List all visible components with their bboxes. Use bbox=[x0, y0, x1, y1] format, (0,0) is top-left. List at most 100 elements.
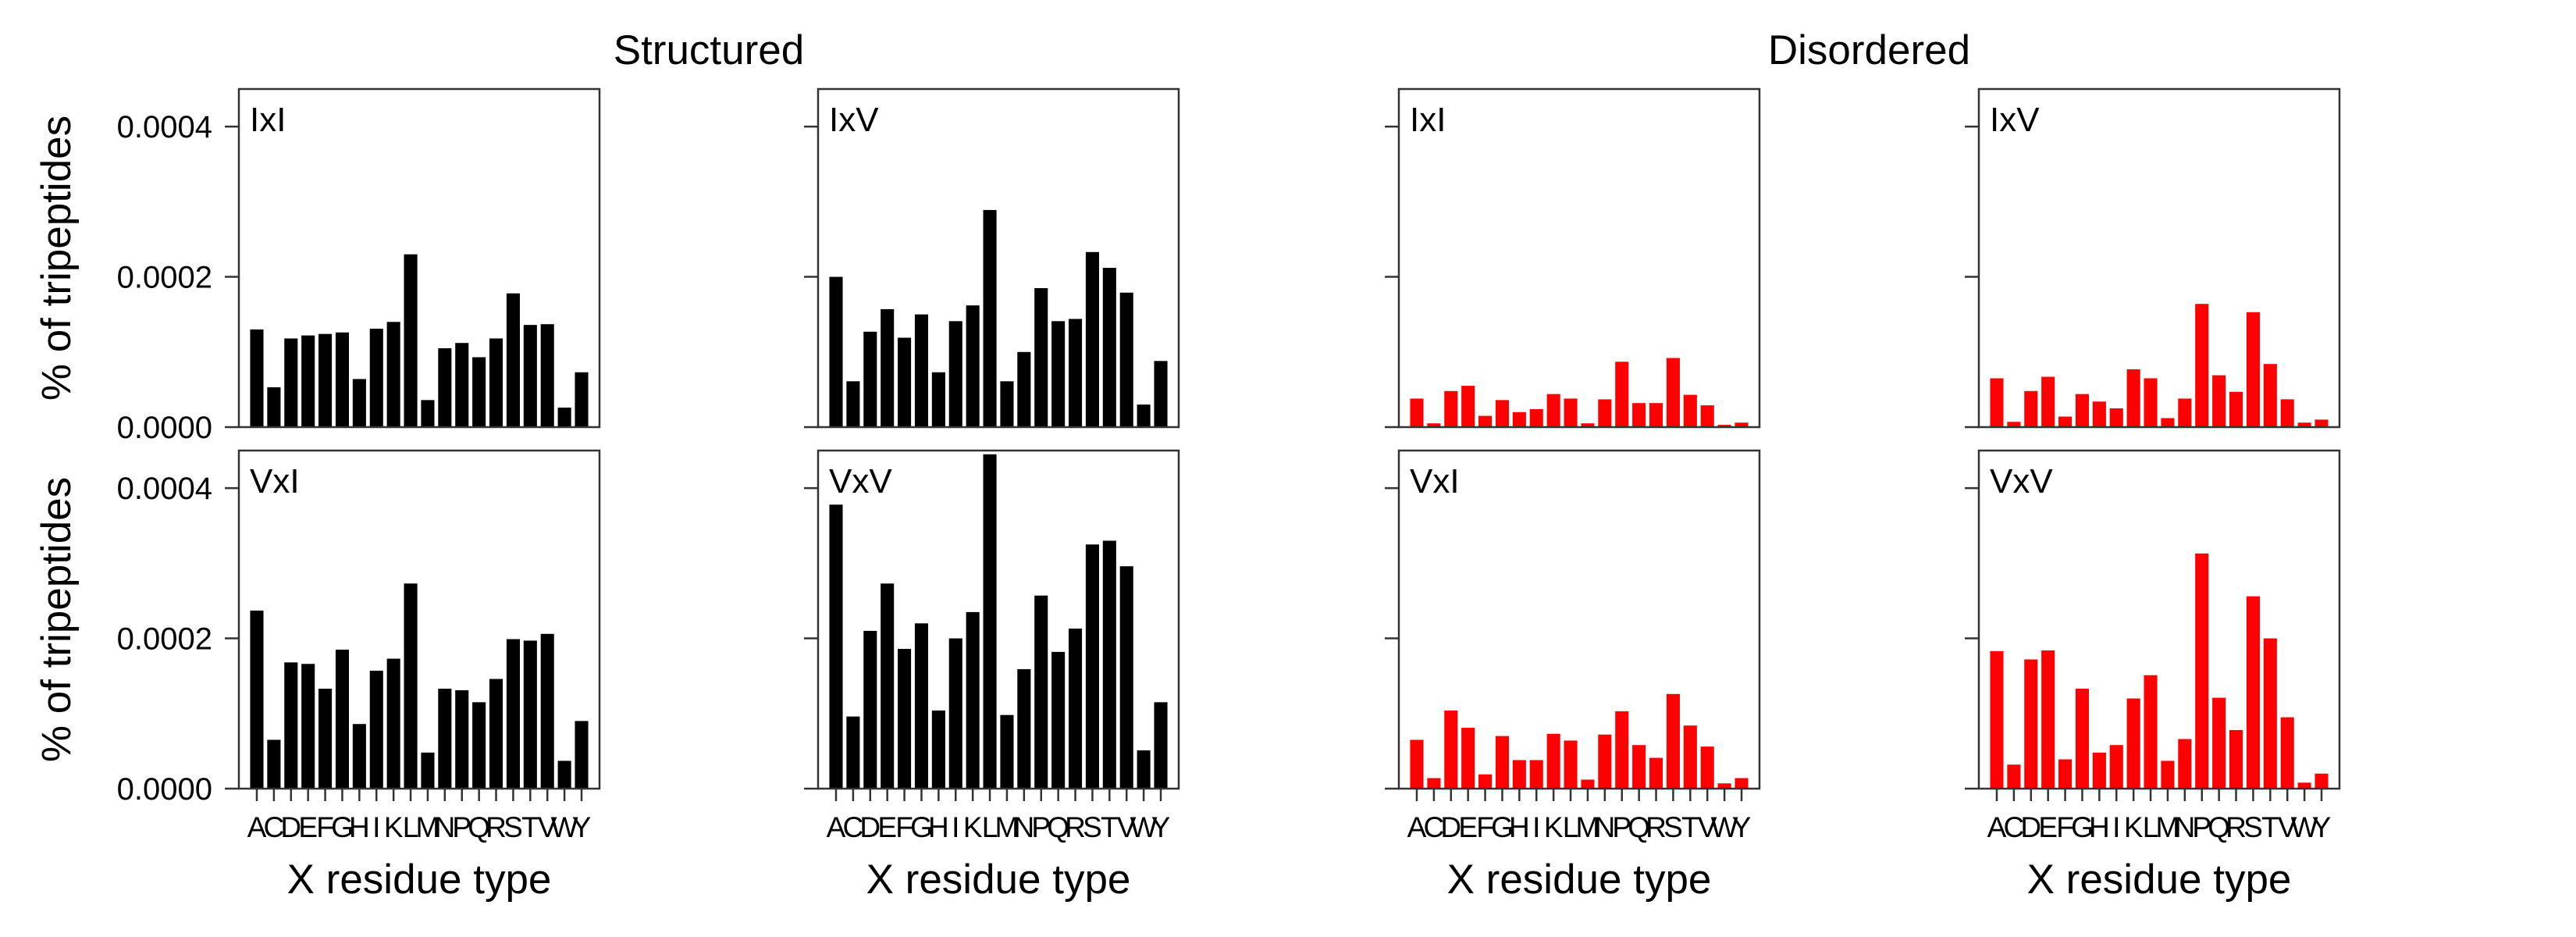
bar-C bbox=[267, 739, 281, 789]
bar-I bbox=[948, 321, 962, 427]
x-tick-label-M: M bbox=[2156, 811, 2180, 843]
x-tick-label-P: P bbox=[452, 811, 471, 843]
x-tick-label-M: M bbox=[995, 811, 1019, 843]
bar-C bbox=[267, 387, 281, 427]
bar-Q bbox=[2212, 697, 2226, 789]
bar-M bbox=[1000, 381, 1014, 427]
x-tick-label-R: R bbox=[1646, 811, 1667, 843]
panel-label: VxV bbox=[829, 462, 892, 501]
bar-H bbox=[2092, 401, 2106, 427]
x-tick-label-G: G bbox=[331, 811, 354, 843]
bar-K bbox=[1546, 394, 1560, 427]
bar-Q bbox=[472, 357, 486, 427]
bar-K bbox=[966, 611, 980, 789]
x-axis-title: X residue type bbox=[866, 857, 1131, 903]
bar-T bbox=[2263, 364, 2277, 427]
bar-V bbox=[540, 324, 554, 427]
bar-E bbox=[301, 664, 315, 789]
bar-Q bbox=[1632, 745, 1646, 789]
panel-disordered-ixi-r0: IxI bbox=[1385, 87, 1761, 429]
x-tick-label-F: F bbox=[2056, 811, 2074, 843]
bar-W bbox=[1717, 425, 1731, 427]
x-tick-label-V: V bbox=[1117, 811, 1137, 843]
x-tick-label-R: R bbox=[1065, 811, 1086, 843]
x-tick-label-Q: Q bbox=[2208, 811, 2230, 843]
x-tick-label-S: S bbox=[2243, 811, 2263, 843]
x-tick-label-S: S bbox=[1663, 811, 1683, 843]
bar-P bbox=[1034, 595, 1048, 789]
bar-D bbox=[2024, 390, 2038, 427]
x-tick-label-L: L bbox=[1563, 811, 1579, 843]
bar-Y bbox=[575, 721, 589, 789]
x-tick-label-L: L bbox=[403, 811, 419, 843]
bar-L bbox=[983, 454, 997, 789]
bar-L bbox=[2144, 675, 2158, 789]
panel-label: IxI bbox=[1410, 101, 1446, 139]
bar-N bbox=[2178, 398, 2192, 427]
bar-K bbox=[2126, 369, 2140, 427]
x-tick-label-N: N bbox=[2174, 811, 2195, 843]
bar-A bbox=[1410, 398, 1424, 427]
bar-N bbox=[1598, 399, 1612, 427]
bar-H bbox=[352, 379, 366, 427]
panel-frame bbox=[817, 449, 1180, 790]
bar-H bbox=[352, 724, 366, 789]
bar-H bbox=[931, 710, 945, 789]
bar-N bbox=[1017, 669, 1031, 789]
x-tick-label-G: G bbox=[910, 811, 933, 843]
bar-L bbox=[404, 254, 418, 427]
x-tick-label-Q: Q bbox=[468, 811, 490, 843]
bar-V bbox=[1119, 292, 1133, 427]
bar-H bbox=[931, 372, 945, 427]
bar-Y bbox=[575, 372, 589, 427]
bar-G bbox=[914, 314, 929, 427]
bar-K bbox=[386, 322, 400, 427]
x-tick-label-R: R bbox=[2226, 811, 2247, 843]
bar-A bbox=[1410, 739, 1424, 789]
bar-T bbox=[1102, 268, 1116, 427]
x-tick-label-R: R bbox=[486, 811, 507, 843]
x-tick-label-H: H bbox=[1509, 811, 1530, 843]
bar-P bbox=[2195, 304, 2209, 427]
bar-A bbox=[1990, 650, 2004, 789]
x-tick-label-C: C bbox=[843, 811, 864, 843]
bar-I bbox=[1529, 760, 1543, 789]
bar-I bbox=[948, 638, 962, 789]
bar-P bbox=[1034, 287, 1048, 427]
x-tick-label-H: H bbox=[928, 811, 949, 843]
x-tick-label-E: E bbox=[877, 811, 897, 843]
x-tick-label-P: P bbox=[2192, 811, 2211, 843]
bar-F bbox=[318, 689, 333, 789]
bar-T bbox=[2263, 638, 2277, 789]
x-tick-label-V: V bbox=[538, 811, 557, 843]
panel-frame bbox=[817, 87, 1180, 429]
bar-W bbox=[1717, 783, 1731, 789]
structured-header: Structured bbox=[614, 27, 805, 73]
bar-L bbox=[1564, 740, 1578, 789]
x-tick-label-I: I bbox=[2112, 811, 2120, 843]
bar-Y bbox=[1735, 778, 1749, 789]
x-tick-label-K: K bbox=[1544, 811, 1564, 843]
bar-E bbox=[1461, 728, 1475, 789]
y-tick-label: 0.0000 bbox=[117, 772, 212, 807]
bar-E bbox=[881, 583, 895, 789]
bar-C bbox=[846, 716, 860, 789]
x-tick-label-Y: Y bbox=[1732, 811, 1752, 843]
bar-G bbox=[335, 332, 350, 427]
x-tick-label-G: G bbox=[2071, 811, 2094, 843]
bar-D bbox=[863, 331, 877, 427]
bar-V bbox=[540, 633, 554, 789]
panel-frame bbox=[1977, 87, 2341, 429]
x-tick-label-E: E bbox=[298, 811, 318, 843]
x-tick-label-D: D bbox=[2020, 811, 2041, 843]
x-tick-label-W: W bbox=[2291, 811, 2318, 843]
x-tick-label-M: M bbox=[416, 811, 440, 843]
x-tick-label-T: T bbox=[2261, 811, 2279, 843]
bar-P bbox=[455, 343, 469, 427]
bar-D bbox=[863, 630, 877, 789]
x-tick-label-C: C bbox=[2004, 811, 2025, 843]
x-tick-label-Q: Q bbox=[1628, 811, 1650, 843]
bar-D bbox=[1444, 710, 1458, 789]
